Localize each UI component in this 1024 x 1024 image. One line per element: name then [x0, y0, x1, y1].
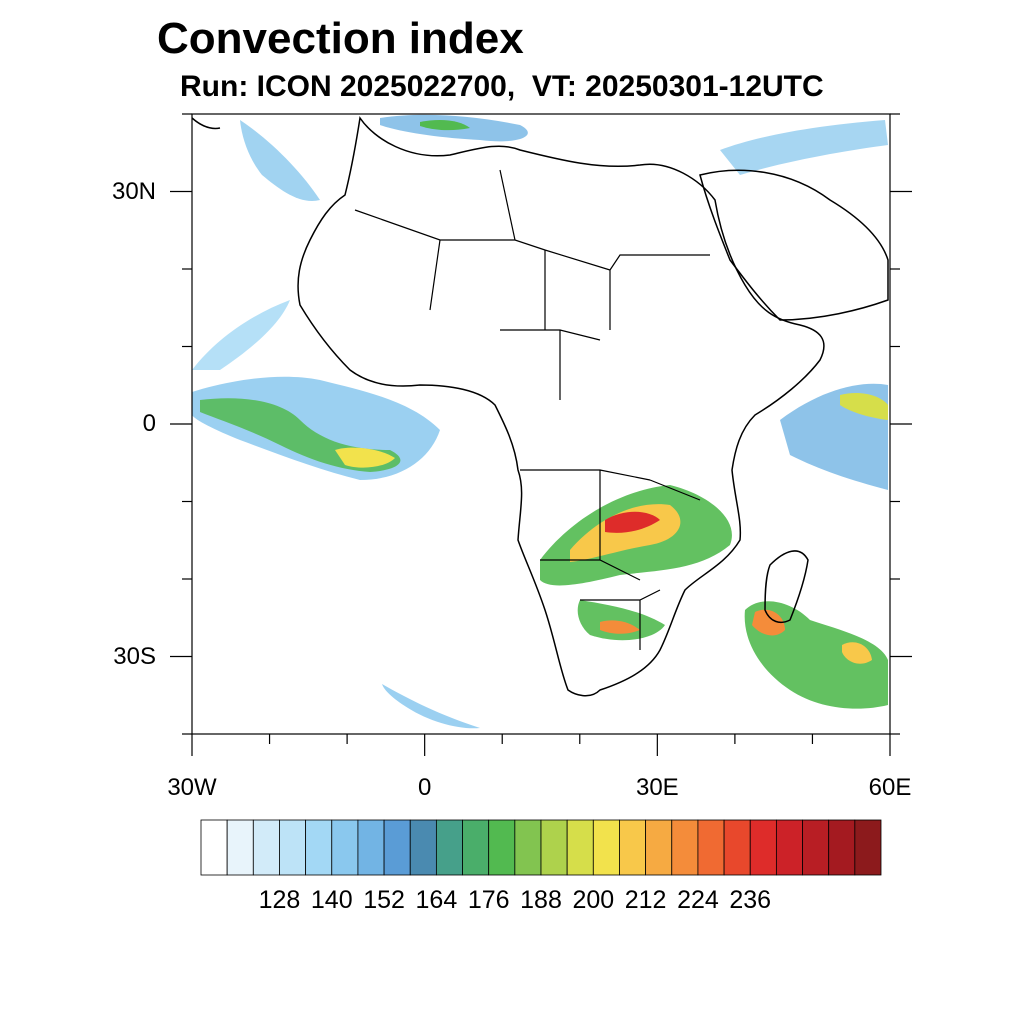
indian-ocean-convection-core: [840, 393, 888, 420]
lon-tick-label: 60E: [868, 774, 912, 801]
lon-tick-label: 0: [417, 774, 432, 801]
country-borders: [354, 169, 710, 650]
south-africa-convection-peak: [600, 620, 640, 634]
south-atlantic-streak: [382, 684, 480, 729]
colorbar-cell: [357, 819, 385, 876]
colorbar-cell: [854, 819, 882, 876]
lat-tick-label: 0: [142, 410, 156, 437]
colorbar-cell: [828, 819, 856, 876]
mediterranean-convection-core: [420, 120, 470, 131]
southern-africa-convection-peak: [605, 511, 660, 533]
colorbar-cell: [566, 819, 594, 876]
map-ticks: [170, 113, 912, 756]
colorbar-cell: [226, 819, 254, 876]
colorbar-label: 128: [258, 886, 301, 914]
chart-title: Convection index: [157, 14, 524, 63]
chart-subtitle: Run: ICON 2025022700, VT: 20250301-12UTC: [180, 70, 824, 103]
colorbar-label: 236: [729, 886, 772, 914]
madagascar-coastline: [764, 550, 809, 623]
lon-tick-label: 30W: [167, 774, 217, 801]
atlantic-convection-peak: [335, 447, 395, 468]
colorbar-cell: [514, 819, 542, 876]
colorbar-cell: [252, 819, 280, 876]
colorbar-cell: [279, 819, 307, 876]
arabia-convection: [720, 120, 888, 175]
colorbar-cell: [749, 819, 777, 876]
colorbar-cell: [435, 819, 463, 876]
arabia-coastline: [699, 169, 889, 321]
mozambique-channel-peak: [842, 642, 872, 664]
lat-tick-label: 30N: [111, 177, 156, 205]
colorbar-cell: [723, 819, 751, 876]
colorbar-cell: [488, 819, 516, 876]
atlantic-convection-band: [192, 376, 440, 480]
colorbar-label: 188: [520, 886, 562, 914]
colorbar-cell: [383, 819, 411, 876]
lat-tick-label: 30S: [113, 642, 156, 670]
africa-coastline: [297, 116, 825, 697]
south-africa-convection: [577, 600, 665, 641]
colorbar-cell: [619, 819, 647, 876]
colorbar-label: 224: [677, 886, 719, 914]
convection-field: [192, 114, 888, 729]
colorbar-cell: [802, 819, 830, 876]
colorbar-label: 212: [624, 886, 667, 914]
west-africa-coast-convection: [192, 300, 290, 370]
colorbar-label: 200: [572, 886, 615, 914]
colorbar-label: 176: [467, 886, 510, 914]
colorbar-label: 140: [310, 886, 353, 914]
madagascar-cyclone-core: [752, 609, 785, 636]
colorbar: [200, 819, 882, 876]
lon-tick-label: 30E: [635, 774, 679, 801]
colorbar-cell: [409, 819, 437, 876]
colorbar-cell: [775, 819, 803, 876]
north-atlantic-convection: [240, 120, 320, 201]
colorbar-cell: [697, 819, 725, 876]
colorbar-label: 152: [363, 886, 405, 914]
colorbar-cell: [200, 819, 228, 876]
colorbar-label: 164: [415, 886, 458, 914]
colorbar-cell: [462, 819, 490, 876]
iberia-coastline: [191, 117, 221, 130]
colorbar-cell: [592, 819, 620, 876]
colorbar-cell: [645, 819, 673, 876]
coastlines: [191, 116, 889, 697]
colorbar-cell: [305, 819, 333, 876]
colorbar-cell: [540, 819, 568, 876]
colorbar-cell: [331, 819, 359, 876]
colorbar-cell: [671, 819, 699, 876]
